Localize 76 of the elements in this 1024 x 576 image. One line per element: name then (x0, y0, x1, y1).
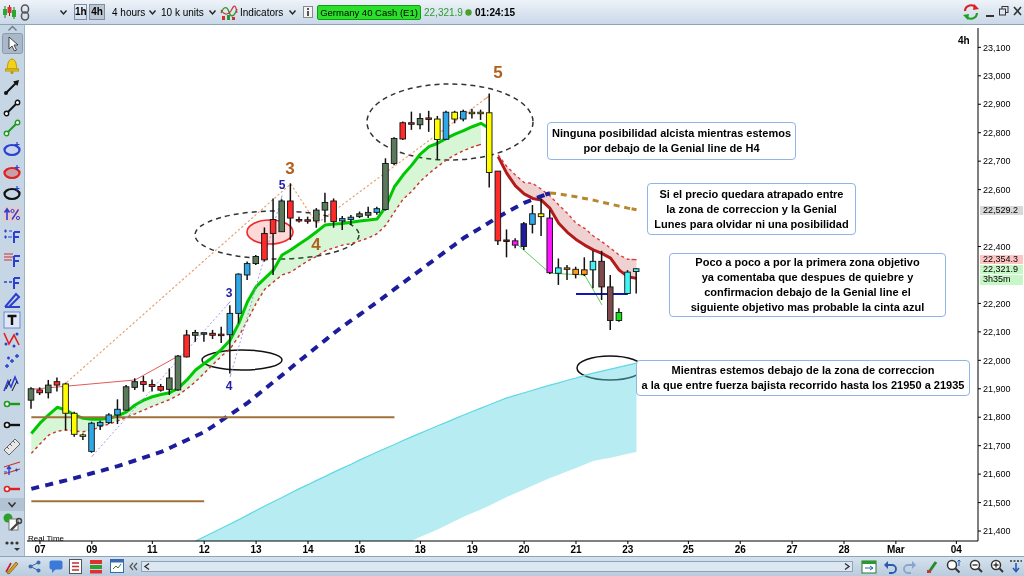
x-tick-label: 28 (838, 544, 850, 555)
y-tick-label: 22,400 (983, 241, 1011, 252)
x-tick-label: 27 (786, 544, 799, 555)
annotation: 4h (958, 35, 970, 47)
text: 1h (74, 4, 87, 20)
x-tick-label: 26 (734, 544, 747, 555)
x-tick-label: 25 (682, 544, 695, 555)
candlestick (425, 110, 432, 133)
text: 22,321.9 (424, 6, 463, 19)
candlestick (148, 378, 156, 393)
y-tick-label: 22,000 (983, 355, 1011, 366)
x-tick-label: 11 (147, 544, 159, 555)
candlestick (434, 115, 441, 161)
text: 4 hours (112, 6, 146, 19)
y-tick-label: 22,200 (983, 298, 1011, 309)
line-series (548, 191, 639, 212)
text: 10 k units (161, 6, 204, 19)
annotation: 4 (310, 234, 322, 256)
text: 01:24:15 (475, 6, 516, 19)
candlestick (114, 398, 121, 425)
text: 22,321.9 (980, 263, 1023, 275)
x-tick-label: 07 (34, 544, 46, 555)
x-tick-label: 19 (466, 544, 479, 555)
annotation: Si el precio quedara atrapado entre la zona de correccion y la Genial Lunes para olvidar ni una posibilidad (654, 186, 849, 232)
annotation: Poco a poco a por la primera zona objetivo ya comentaba que despues de quiebre y confirmacion debajo de la Genial line el siguiente objetivo mas probable la cinta azul (690, 255, 925, 315)
x-tick-label: Mar (886, 544, 905, 555)
candlestick (166, 367, 173, 396)
y-tick-label: 22,600 (983, 184, 1011, 195)
x-tick-label: 14 (302, 544, 314, 555)
y-tick-label: 21,900 (983, 383, 1011, 394)
x-tick-label: 18 (414, 544, 427, 555)
y-tick-label: 21,800 (983, 412, 1011, 423)
candlestick (537, 197, 545, 237)
annotation: 3 (224, 285, 234, 301)
annotation: Real Time (28, 534, 65, 544)
y-tick-label: 21,400 (983, 526, 1011, 537)
candlestick (503, 228, 510, 259)
y-tick-label: 21,600 (983, 469, 1011, 480)
x-tick-label: 23 (622, 544, 634, 555)
text: 22,529.2 (980, 204, 1023, 216)
candlestick (581, 256, 588, 277)
candlestick (27, 386, 35, 410)
annotation: 5 (277, 177, 287, 193)
x-tick-label: 09 (86, 544, 98, 555)
annotation: 3 (284, 158, 296, 180)
y-tick-label: 22,100 (983, 327, 1011, 338)
x-tick-label: 21 (570, 544, 582, 555)
line-series (29, 191, 553, 491)
text: 3h35m (980, 274, 1023, 285)
candlestick (529, 204, 536, 235)
text: Germany 40 Cash (E1) (317, 5, 421, 20)
x-tick-label: 20 (518, 544, 531, 555)
y-tick-label: 22,700 (983, 156, 1011, 167)
x-tick-label: 04 (950, 544, 963, 555)
text: Indicators (240, 6, 284, 19)
candlestick (563, 264, 571, 281)
x-tick-label: 13 (250, 544, 263, 555)
y-tick-label: 22,800 (983, 127, 1011, 138)
text: 22,354.3 (980, 253, 1023, 265)
y-tick-label: 23,000 (983, 71, 1011, 81)
x-tick-label: 16 (354, 544, 366, 555)
y-tick-label: 21,500 (983, 497, 1011, 508)
candlestick (183, 329, 190, 359)
annotation: 4 (224, 378, 234, 394)
y-tick-label: 22,900 (983, 99, 1011, 110)
y-tick-label: 23,100 (983, 42, 1011, 53)
y-tick-label: 21,700 (983, 440, 1011, 451)
candlestick (330, 197, 337, 229)
candlestick (287, 182, 294, 241)
candlestick (555, 257, 562, 286)
line-series (497, 154, 638, 261)
text: 4h (89, 4, 105, 20)
annotation: 5 (492, 62, 504, 84)
candlestick (408, 110, 415, 131)
candlestick (632, 267, 640, 295)
x-tick-label: 12 (198, 544, 211, 555)
